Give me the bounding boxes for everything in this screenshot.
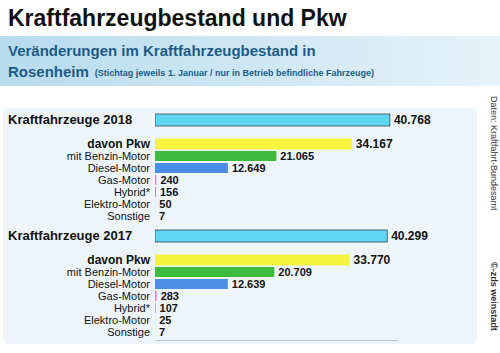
bar	[155, 315, 156, 325]
data-label: 107	[160, 302, 178, 314]
category-label: Sonstige	[107, 210, 150, 222]
bar	[155, 211, 156, 221]
category-label: davon Pkw	[87, 137, 150, 151]
bar	[155, 327, 156, 337]
category-label: Diesel-Motor	[88, 162, 151, 174]
chart-root: Kraftfahrzeugbestand und PkwVeränderunge…	[0, 0, 500, 353]
title: Kraftfahrzeugbestand und Pkw	[8, 5, 347, 31]
x-axis	[156, 340, 398, 341]
data-label: 156	[160, 186, 178, 198]
data-label: 12.649	[232, 162, 266, 174]
bar	[155, 291, 157, 301]
data-label: 20.709	[278, 266, 312, 278]
data-label: 283	[161, 290, 179, 302]
data-label: 21.065	[280, 150, 314, 162]
panel	[3, 108, 477, 228]
data-label: 34.167	[356, 137, 393, 151]
bar	[155, 267, 274, 277]
bar	[155, 163, 228, 173]
bar	[155, 303, 156, 313]
bar	[155, 279, 228, 289]
bar	[155, 114, 390, 126]
data-label: 40.299	[391, 229, 428, 243]
data-label: 50	[159, 198, 171, 210]
bar	[155, 187, 156, 197]
bar	[155, 175, 156, 185]
category-label: mit Benzin-Motor	[67, 150, 150, 162]
data-label: 33.770	[354, 253, 391, 267]
bar	[155, 255, 350, 266]
data-label: 12.639	[232, 278, 266, 290]
data-label: 240	[160, 174, 178, 186]
bar	[155, 199, 156, 209]
category-label: Diesel-Motor	[88, 278, 151, 290]
data-label: 25	[159, 314, 171, 326]
category-label: mit Benzin-Motor	[67, 266, 150, 278]
category-label: Gas-Motor	[98, 290, 150, 302]
category-label: Hybrid*	[114, 302, 151, 314]
subtitle-band	[0, 36, 500, 86]
bar-group-panel: Kraftfahrzeuge 2017 davon Pkwmit Benzin-M…	[3, 224, 477, 344]
bars	[155, 114, 390, 221]
panel	[3, 224, 477, 344]
category-label: Gas-Motor	[98, 174, 150, 186]
data-label: 7	[159, 210, 165, 222]
source: Daten: Kraftfahrt-Bundesamt	[489, 96, 499, 211]
bars	[155, 230, 387, 337]
category-label: Sonstige	[107, 326, 150, 338]
note: (Stichtag jeweils 1. Januar / nur in Bet…	[95, 68, 374, 78]
bar	[155, 151, 276, 161]
category-label: Elektro-Motor	[84, 314, 150, 326]
bar-group-panel: Kraftfahrzeuge 2018 davon Pkwmit Benzin-M…	[3, 108, 477, 228]
data-label: 7	[159, 326, 165, 338]
category-label: Kraftfahrzeuge 2017	[8, 228, 132, 243]
background	[0, 0, 500, 353]
credit: ©-zds weinstadt	[489, 262, 499, 331]
category-label: davon Pkw	[87, 253, 150, 267]
category-label: Kraftfahrzeuge 2018	[8, 112, 132, 127]
category-label: Hybrid*	[114, 186, 151, 198]
bar	[155, 139, 352, 150]
axis-line	[156, 340, 398, 341]
data-label: 40.768	[394, 113, 431, 127]
category-label: Elektro-Motor	[84, 198, 150, 210]
bar	[155, 230, 387, 242]
